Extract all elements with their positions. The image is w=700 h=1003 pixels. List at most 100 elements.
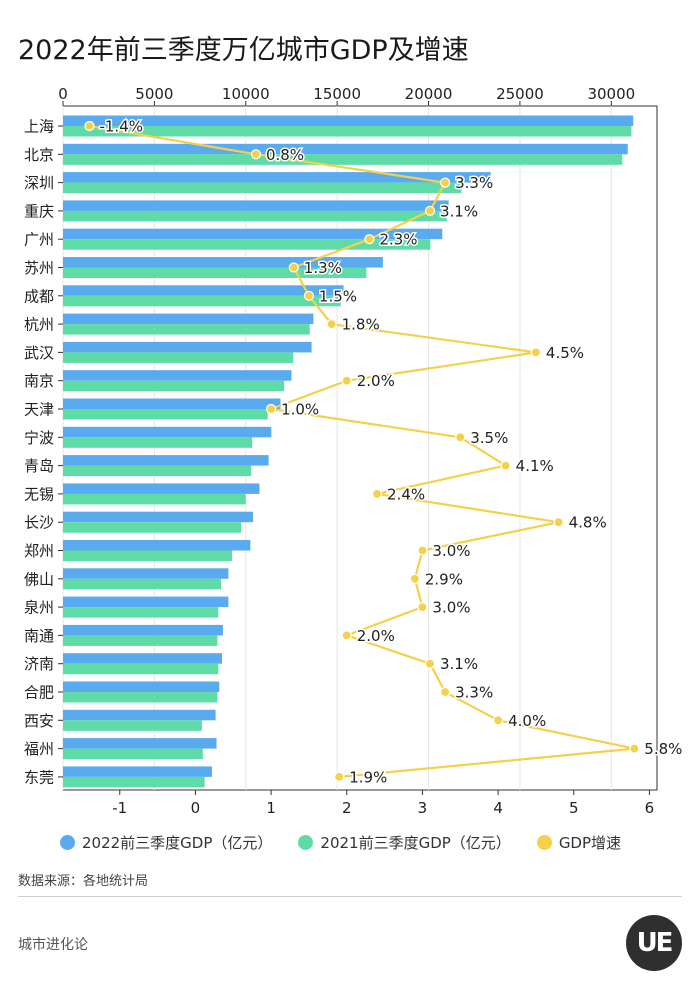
growth-point[interactable] bbox=[334, 771, 345, 783]
growth-point[interactable] bbox=[417, 601, 428, 613]
bar-2022[interactable] bbox=[63, 398, 281, 410]
category-label: 北京 bbox=[24, 146, 54, 164]
growth-point[interactable] bbox=[303, 290, 315, 301]
bottom-axis-tick-label: 2 bbox=[342, 799, 352, 817]
bar-2022[interactable] bbox=[63, 483, 260, 494]
bar-2022[interactable] bbox=[63, 143, 628, 155]
legend-item-2021[interactable]: 2021前三季度GDP（亿元） bbox=[298, 832, 511, 853]
bar-2021[interactable] bbox=[63, 409, 268, 420]
bar-2021[interactable] bbox=[63, 324, 310, 335]
growth-data-label: -1.4% bbox=[99, 118, 143, 136]
bar-2022[interactable] bbox=[63, 313, 314, 325]
top-axis-tick-label: 25000 bbox=[496, 85, 544, 103]
growth-point[interactable] bbox=[364, 234, 375, 245]
bar-2022[interactable] bbox=[63, 172, 491, 183]
bar-2021[interactable] bbox=[63, 663, 219, 675]
growth-point[interactable] bbox=[326, 319, 337, 330]
legend-item-2022[interactable]: 2022前三季度GDP（亿元） bbox=[60, 832, 272, 853]
bar-2022[interactable] bbox=[63, 596, 229, 608]
growth-data-label: 3.1% bbox=[440, 202, 478, 220]
bar-2021[interactable] bbox=[63, 352, 294, 363]
growth-point[interactable] bbox=[440, 177, 451, 188]
bar-2022[interactable] bbox=[63, 681, 220, 693]
bar-2022[interactable] bbox=[63, 200, 449, 211]
bar-2022[interactable] bbox=[63, 653, 223, 664]
growth-point[interactable] bbox=[440, 686, 451, 698]
growth-point[interactable] bbox=[265, 403, 277, 415]
legend-item-growth[interactable]: GDP增速 bbox=[536, 832, 622, 853]
growth-point[interactable] bbox=[553, 517, 564, 528]
category-label: 天津 bbox=[24, 401, 54, 419]
bar-2022[interactable] bbox=[63, 257, 383, 268]
growth-point[interactable] bbox=[84, 120, 95, 132]
bar-2022[interactable] bbox=[63, 766, 212, 777]
growth-point[interactable] bbox=[492, 715, 504, 726]
growth-point[interactable] bbox=[371, 488, 383, 499]
footer-divider bbox=[18, 896, 682, 897]
bar-2021[interactable] bbox=[63, 550, 233, 562]
bar-2022[interactable] bbox=[63, 455, 269, 466]
bar-2021[interactable] bbox=[63, 182, 462, 194]
bar-2021[interactable] bbox=[63, 720, 202, 731]
bar-2022[interactable] bbox=[63, 370, 292, 381]
bar-2021[interactable] bbox=[63, 692, 218, 703]
category-label: 成都 bbox=[24, 287, 54, 305]
bar-2022[interactable] bbox=[63, 568, 229, 579]
chart-legend: 2022前三季度GDP（亿元） 2021前三季度GDP（亿元） GDP增速 bbox=[60, 832, 647, 853]
bar-2021[interactable] bbox=[63, 607, 219, 618]
category-label: 济南 bbox=[24, 655, 54, 673]
growth-point[interactable] bbox=[424, 658, 436, 669]
growth-data-label: 1.5% bbox=[319, 287, 357, 305]
bar-2021[interactable] bbox=[63, 210, 447, 222]
top-axis-tick-label: 0 bbox=[58, 85, 68, 103]
growth-point[interactable] bbox=[530, 347, 542, 358]
category-label: 深圳 bbox=[24, 174, 54, 192]
category-label: 青岛 bbox=[24, 457, 54, 475]
bottom-axis-tick-label: 1 bbox=[266, 799, 276, 817]
bar-2022[interactable] bbox=[63, 738, 217, 749]
bar-2021[interactable] bbox=[63, 239, 431, 250]
growth-point[interactable] bbox=[455, 432, 466, 443]
category-label: 长沙 bbox=[24, 514, 54, 532]
bar-2022[interactable] bbox=[63, 228, 443, 240]
bar-2021[interactable] bbox=[63, 154, 623, 165]
bar-2022[interactable] bbox=[63, 511, 254, 523]
growth-point[interactable] bbox=[341, 630, 352, 641]
bar-2021[interactable] bbox=[63, 635, 218, 646]
bar-2021[interactable] bbox=[63, 522, 242, 533]
brand-name: 城市进化论 bbox=[18, 937, 88, 953]
growth-data-label: 2.0% bbox=[357, 372, 395, 390]
bar-2022[interactable] bbox=[63, 341, 312, 353]
bar-2022[interactable] bbox=[63, 426, 272, 438]
bar-2021[interactable] bbox=[63, 380, 285, 392]
growth-data-label: 1.3% bbox=[304, 259, 342, 277]
bar-2022[interactable] bbox=[63, 115, 634, 127]
legend-label-growth: GDP增速 bbox=[558, 834, 622, 852]
bar-2021[interactable] bbox=[63, 776, 205, 788]
bar-2021[interactable] bbox=[63, 748, 203, 760]
bar-2021[interactable] bbox=[63, 465, 252, 477]
bar-2021[interactable] bbox=[63, 267, 367, 279]
bar-2022[interactable] bbox=[63, 540, 251, 551]
bar-2021[interactable] bbox=[63, 295, 341, 307]
growth-point[interactable] bbox=[629, 743, 640, 754]
bar-2022[interactable] bbox=[63, 709, 216, 721]
growth-point[interactable] bbox=[417, 545, 428, 556]
bar-2022[interactable] bbox=[63, 624, 223, 636]
growth-point[interactable] bbox=[250, 149, 262, 160]
bottom-axis-tick-label: 6 bbox=[645, 799, 655, 817]
bar-2021[interactable] bbox=[63, 578, 222, 590]
growth-data-label: 2.9% bbox=[425, 570, 463, 588]
growth-point[interactable] bbox=[500, 460, 511, 471]
growth-point[interactable] bbox=[288, 262, 299, 273]
bar-2021[interactable] bbox=[63, 126, 632, 137]
bottom-axis-tick-label: 3 bbox=[418, 799, 428, 817]
growth-data-label: 3.3% bbox=[455, 174, 493, 192]
bar-2022[interactable] bbox=[63, 285, 344, 296]
growth-point[interactable] bbox=[409, 573, 420, 584]
legend-swatch-growth bbox=[536, 835, 552, 850]
bar-2021[interactable] bbox=[63, 493, 246, 505]
growth-point[interactable] bbox=[424, 205, 436, 216]
growth-point[interactable] bbox=[341, 375, 352, 386]
bar-2021[interactable] bbox=[63, 437, 253, 448]
